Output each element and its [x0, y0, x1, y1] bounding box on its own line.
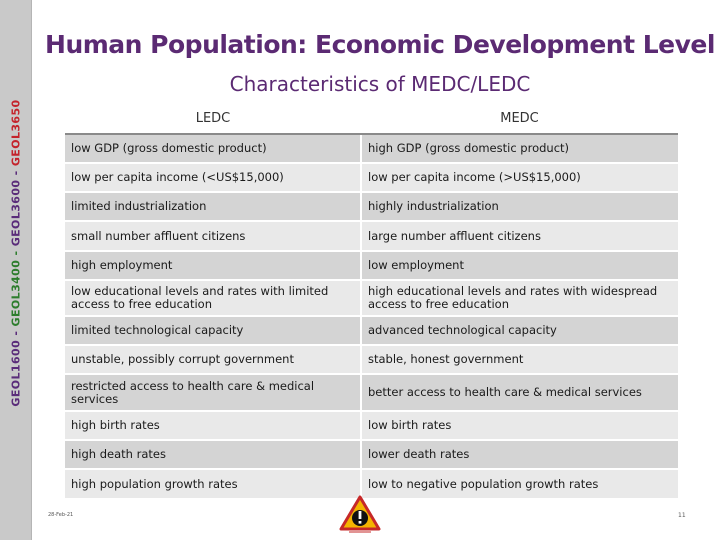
ledc-cell: low educational levels and rates with li…: [65, 279, 362, 316]
left-sidebar-bar: GEOL1600 - GEOL3400 - GEOL3600 - GEOL365…: [0, 0, 32, 540]
table-row: low educational levels and rates with li…: [65, 279, 678, 316]
warning-sign-icon: [339, 495, 381, 533]
ledc-cell: restricted access to health care & medic…: [65, 373, 362, 411]
ledc-cell: unstable, possibly corrupt government: [65, 344, 362, 374]
table-row: unstable, possibly corrupt government st…: [65, 344, 678, 374]
table-row: high employment low employment: [65, 250, 678, 280]
page-title: Human Population: Economic Development L…: [45, 30, 715, 59]
table-row: small number affluent citizens large num…: [65, 220, 678, 251]
header-medc: MEDC: [361, 104, 678, 135]
ledc-cell: low per capita income (<US$15,000): [65, 162, 362, 192]
medc-cell: stable, honest government: [361, 344, 678, 374]
medc-cell: low birth rates: [361, 410, 678, 440]
medc-cell: advanced technological capacity: [361, 315, 678, 345]
ledc-cell: small number affluent citizens: [65, 220, 362, 251]
table-row: low GDP (gross domestic product) high GD…: [65, 133, 678, 163]
medc-cell: low employment: [361, 250, 678, 280]
ledc-cell: low GDP (gross domestic product): [65, 133, 362, 163]
course-code-label: GEOL1600 - GEOL3400 - GEOL3600 - GEOL365…: [10, 99, 23, 406]
table-row: high death rates lower death rates: [65, 439, 678, 469]
medc-cell: better access to health care & medical s…: [361, 373, 678, 411]
medc-cell: high educational levels and rates with w…: [361, 279, 678, 316]
ledc-cell: limited industrialization: [65, 191, 362, 221]
medc-cell: lower death rates: [361, 439, 678, 469]
table-row: limited technological capacity advanced …: [65, 315, 678, 345]
ledc-cell: limited technological capacity: [65, 315, 362, 345]
ledc-cell: high birth rates: [65, 410, 362, 440]
table-row: high birth rates low birth rates: [65, 410, 678, 440]
page-subtitle: Characteristics of MEDC/LEDC: [229, 72, 531, 96]
ledc-cell: high employment: [65, 250, 362, 280]
medc-cell: large number affluent citizens: [361, 220, 678, 251]
course-code-3: GEOL3600 -: [9, 166, 23, 247]
footer-date: 28-Feb-21: [48, 512, 74, 518]
course-code-4: GEOL3650: [9, 99, 23, 167]
ledc-cell: high death rates: [65, 439, 362, 469]
course-code-2: GEOL3400 -: [9, 246, 23, 327]
table-row: restricted access to health care & medic…: [65, 373, 678, 411]
table-row: limited industrialization highly industr…: [65, 191, 678, 221]
ledc-cell: high population growth rates: [65, 468, 362, 498]
header-ledc: LEDC: [65, 104, 361, 135]
medc-cell: low per capita income (>US$15,000): [361, 162, 678, 192]
medc-cell: highly industrialization: [361, 191, 678, 221]
table-row: high population growth rates low to nega…: [65, 468, 678, 498]
table-row: low per capita income (<US$15,000) low p…: [65, 162, 678, 192]
table-header-row: LEDC MEDC: [65, 104, 678, 135]
medc-cell: low to negative population growth rates: [361, 468, 678, 498]
page-number: 11: [678, 512, 686, 519]
course-code-1: GEOL1600 -: [9, 326, 23, 407]
comparison-table: LEDC MEDC low GDP (gross domestic produc…: [65, 104, 678, 498]
medc-cell: high GDP (gross domestic product): [361, 133, 678, 163]
